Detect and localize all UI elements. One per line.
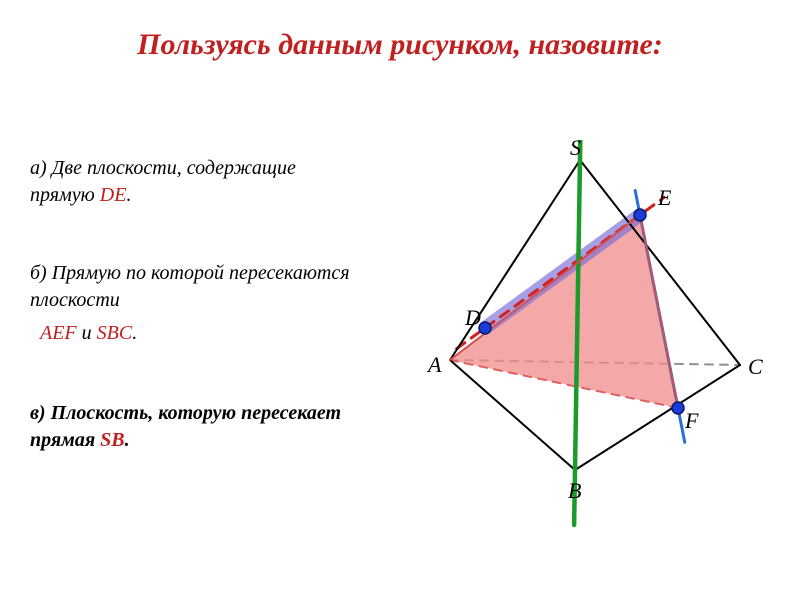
task-c-accent: SB xyxy=(100,429,124,451)
task-c-suffix: . xyxy=(125,429,130,451)
task-b-accent1: AEF xyxy=(40,322,77,344)
vertex-label-F: F xyxy=(685,408,698,434)
vertex-label-D: D xyxy=(465,305,481,331)
vertex-label-E: E xyxy=(658,185,671,211)
task-c-prefix: в) Плоскость, которую пересекает прямая xyxy=(30,402,341,451)
task-a-accent: DE xyxy=(100,184,127,206)
vertex-label-B: B xyxy=(568,478,581,504)
task-a: а) Две плоскости, содержащие прямую DE. xyxy=(30,155,360,209)
vertex-label-S: S xyxy=(570,135,581,161)
vertex-label-A: A xyxy=(428,352,441,378)
task-b-line1: б) Прямую по которой пересекаются плоско… xyxy=(30,260,370,314)
task-c: в) Плоскость, которую пересекает прямая … xyxy=(30,400,350,454)
task-b-mid: и xyxy=(77,322,97,344)
task-a-prefix: а) Две плоскости, содержащие прямую xyxy=(30,157,296,206)
task-b: б) Прямую по которой пересекаются плоско… xyxy=(30,260,370,347)
task-a-suffix: . xyxy=(126,184,131,206)
vertex-label-C: C xyxy=(748,354,763,380)
task-b-suffix: . xyxy=(132,322,137,344)
page-title: Пользуясь данным рисунком, назовите: xyxy=(40,28,760,62)
tetrahedron-diagram: SABCDEF xyxy=(400,140,780,540)
task-b-accent2: SBC xyxy=(97,322,133,344)
